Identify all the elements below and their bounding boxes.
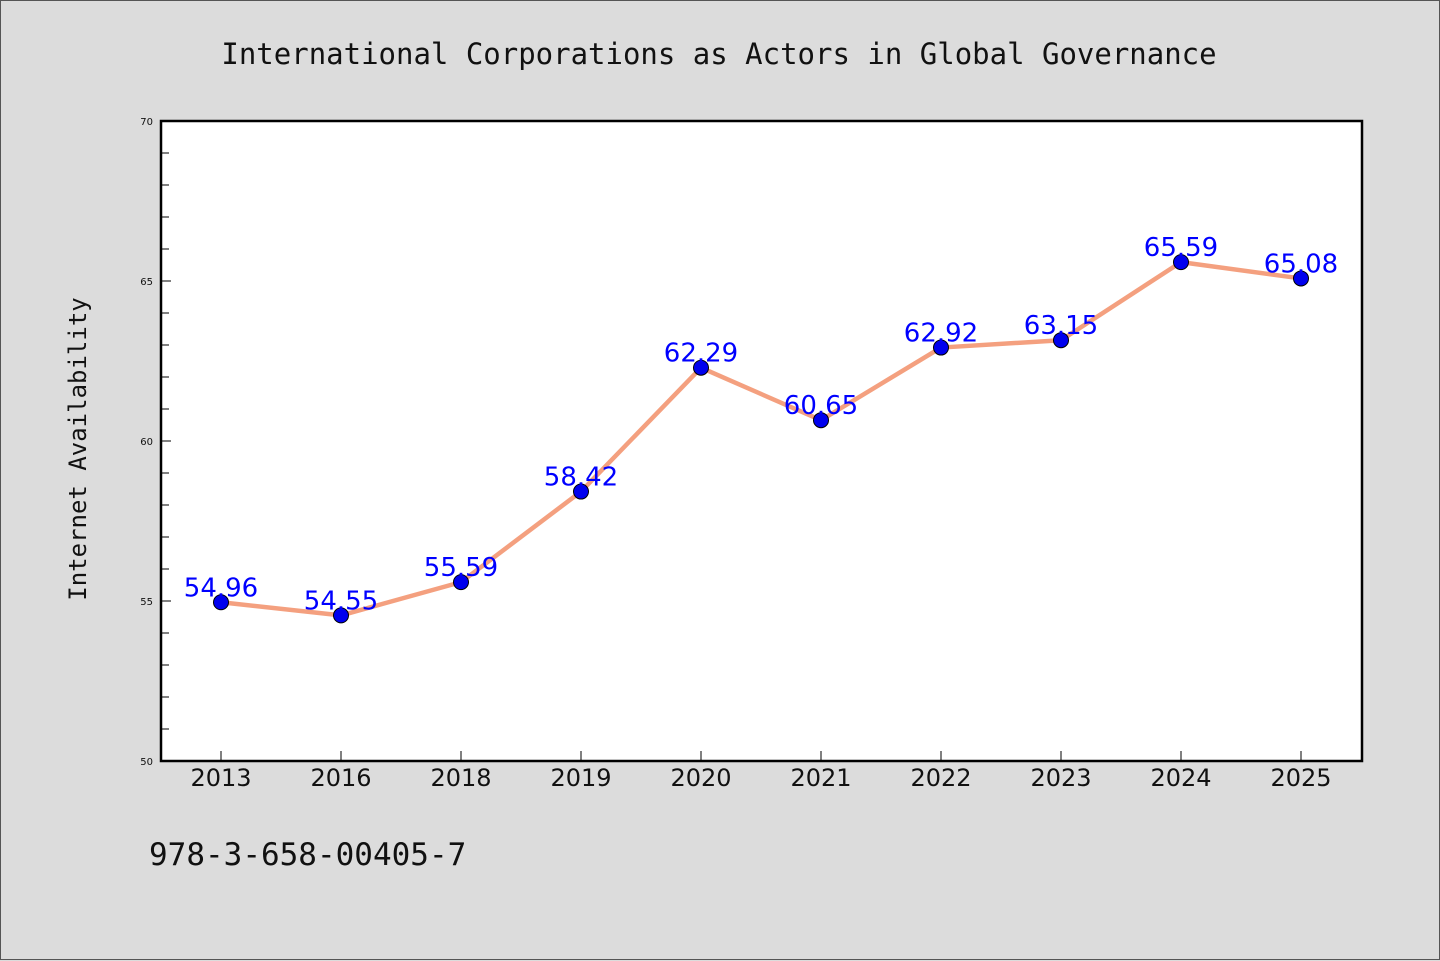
data-point bbox=[693, 359, 709, 376]
data-label: 65.59 bbox=[1144, 233, 1218, 263]
y-tick-label: 60 bbox=[140, 437, 153, 448]
data-point bbox=[1173, 254, 1189, 271]
x-tick-label: 2024 bbox=[1150, 764, 1211, 792]
data-label: 62.92 bbox=[904, 319, 978, 349]
data-label: 62.29 bbox=[664, 339, 738, 369]
data-point bbox=[453, 574, 469, 591]
x-tick-label: 2021 bbox=[790, 764, 851, 792]
isbn-text: 978-3-658-00405-7 bbox=[149, 837, 466, 873]
x-axis: 2013 2016 2018 2019 2020 2021 2022 2023 2024 2025 bbox=[190, 751, 1332, 792]
data-label: 60.65 bbox=[784, 391, 858, 421]
x-tick-label: 2023 bbox=[1030, 764, 1091, 792]
x-tick-label: 2019 bbox=[550, 764, 611, 792]
y-tick-label: 70 bbox=[140, 117, 153, 128]
data-label: 54.96 bbox=[184, 573, 258, 603]
data-point bbox=[1293, 270, 1309, 287]
x-tick-label: 2020 bbox=[670, 764, 731, 792]
data-point bbox=[1053, 332, 1069, 349]
y-tick-label: 65 bbox=[140, 277, 153, 288]
y-axis-label: Internet Availability bbox=[64, 297, 92, 600]
x-tick-label: 2013 bbox=[190, 764, 251, 792]
data-point bbox=[333, 607, 349, 624]
data-label: 54.55 bbox=[304, 586, 378, 616]
x-tick-label: 2022 bbox=[910, 764, 971, 792]
series-line bbox=[218, 259, 1304, 618]
y-tick-label: 55 bbox=[140, 597, 153, 608]
data-point bbox=[573, 483, 589, 500]
data-label: 65.08 bbox=[1264, 249, 1338, 279]
y-tick-label: 50 bbox=[140, 757, 153, 768]
plot-area bbox=[159, 119, 1364, 763]
data-point bbox=[933, 339, 949, 356]
data-point bbox=[213, 594, 229, 611]
data-point bbox=[813, 412, 829, 429]
x-tick-label: 2025 bbox=[1270, 764, 1331, 792]
x-tick-label: 2016 bbox=[310, 764, 371, 792]
y-axis: 50 55 60 65 70 bbox=[140, 117, 171, 768]
data-label: 55.59 bbox=[424, 553, 498, 583]
series-layer: 54.96 54.55 55.59 58.42 62.29 60.65 62.92 63.15… bbox=[184, 233, 1338, 624]
x-tick-label: 2018 bbox=[430, 764, 491, 792]
data-label: 58.42 bbox=[544, 463, 618, 493]
chart-title: International Corporations as Actors in … bbox=[221, 37, 1216, 71]
data-label: 63.15 bbox=[1024, 311, 1098, 341]
